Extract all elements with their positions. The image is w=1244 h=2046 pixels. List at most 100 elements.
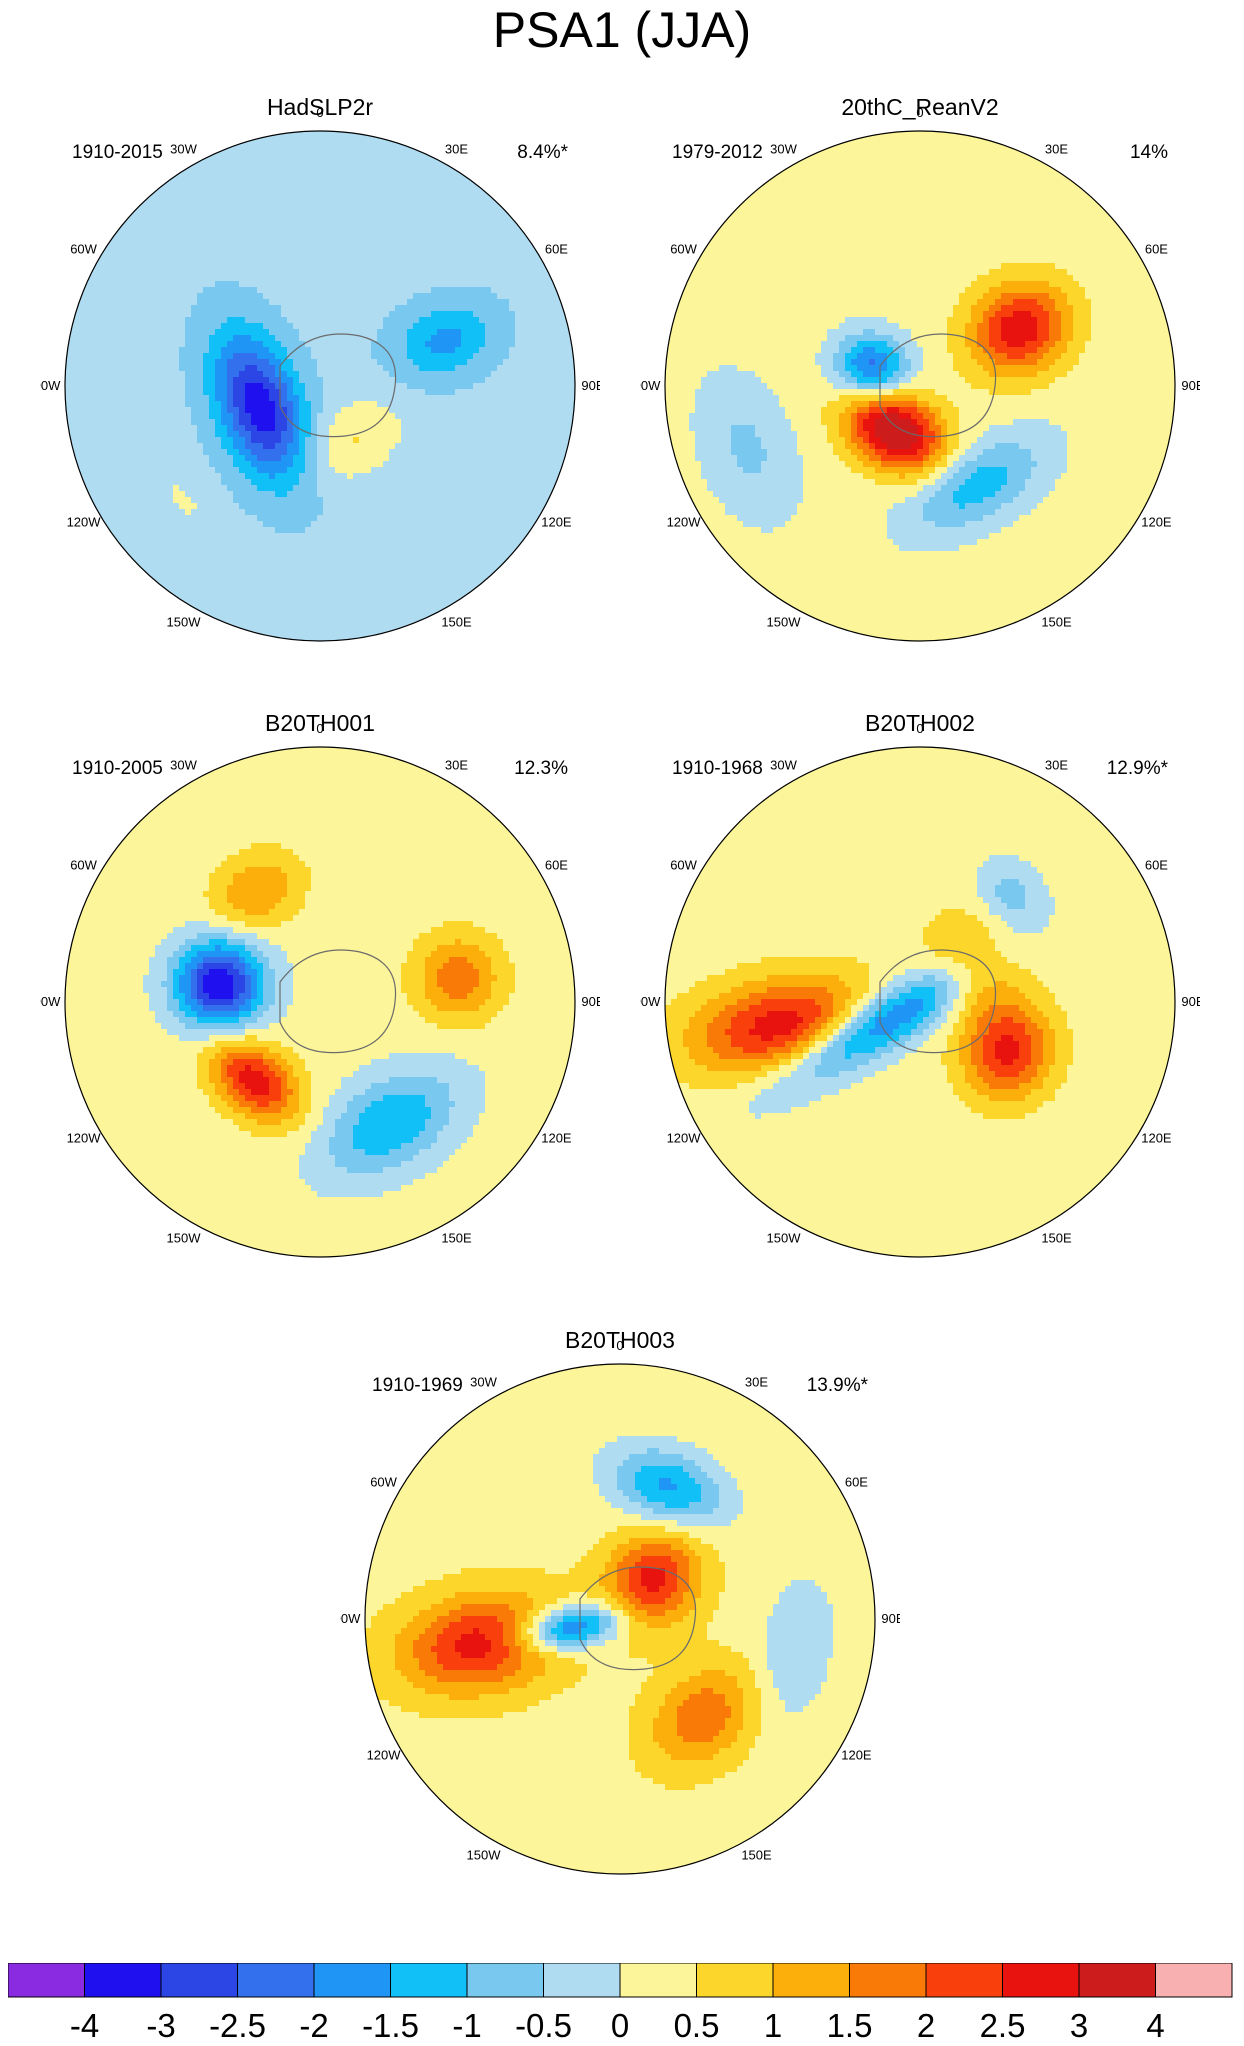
field-cell (299, 419, 306, 426)
field-cell (89, 431, 96, 438)
field-cell (227, 221, 234, 228)
field-cell (239, 239, 246, 246)
field-cell (251, 311, 258, 318)
field-cell (179, 203, 186, 210)
field-cell (275, 263, 282, 270)
field-cell (107, 131, 114, 138)
field-cell (203, 353, 210, 360)
field-cell (491, 293, 498, 300)
field-cell (275, 251, 282, 258)
field-cell (467, 251, 474, 258)
field-cell (203, 473, 210, 480)
field-cell (437, 305, 444, 312)
field-cell (233, 443, 240, 450)
field-cell (221, 365, 228, 372)
field-cell (77, 461, 84, 468)
field-cell (197, 311, 204, 318)
field-cell (143, 359, 150, 366)
field-cell (473, 401, 480, 408)
field-cell (161, 275, 168, 282)
field-cell (563, 443, 570, 450)
field-cell (263, 239, 270, 246)
field-cell (317, 449, 324, 456)
field-cell (107, 419, 114, 426)
field-cell (215, 263, 222, 270)
field-cell (119, 179, 126, 186)
field-cell (503, 467, 510, 474)
field-cell (413, 419, 420, 426)
field-cell (239, 365, 246, 372)
field-cell (503, 389, 510, 396)
field-cell (71, 467, 78, 474)
field-cell (149, 263, 156, 270)
field-cell (341, 203, 348, 210)
field-cell (287, 395, 294, 402)
field-cell (209, 479, 216, 486)
field-cell (545, 197, 552, 204)
field-cell (473, 203, 480, 210)
field-cell (269, 407, 276, 414)
field-cell (497, 143, 504, 150)
field-cell (419, 467, 426, 474)
field-cell (263, 143, 270, 150)
field-cell (185, 269, 192, 276)
field-cell (527, 245, 534, 252)
field-cell (209, 359, 216, 366)
field-cell (455, 203, 462, 210)
field-cell (569, 197, 575, 204)
field-cell (113, 359, 120, 366)
field-cell (125, 173, 132, 180)
field-cell (455, 293, 462, 300)
field-cell (95, 383, 102, 390)
field-cell (413, 335, 420, 342)
field-cell (185, 431, 192, 438)
field-cell (353, 455, 360, 462)
field-cell (71, 269, 78, 276)
field-cell (545, 371, 552, 378)
field-cell (401, 263, 408, 270)
field-cell (329, 143, 336, 150)
field-cell (329, 371, 336, 378)
field-cell (287, 287, 294, 294)
field-cell (83, 347, 90, 354)
field-cell (437, 359, 444, 366)
field-cell (71, 167, 78, 174)
field-cell (305, 167, 312, 174)
field-cell (161, 401, 168, 408)
field-cell (413, 311, 420, 318)
field-cell (215, 221, 222, 228)
field-cell (509, 401, 516, 408)
field-cell (467, 323, 474, 330)
field-cell (539, 329, 546, 336)
field-cell (455, 365, 462, 372)
field-cell (407, 431, 414, 438)
field-cell (137, 413, 144, 420)
field-cell (431, 251, 438, 258)
field-cell (449, 413, 456, 420)
field-cell (521, 323, 528, 330)
field-cell (419, 203, 426, 210)
field-cell (299, 389, 306, 396)
field-cell (503, 281, 510, 288)
field-cell (185, 179, 192, 186)
field-cell (557, 359, 564, 366)
field-cell (323, 401, 330, 408)
field-cell (443, 305, 450, 312)
field-cell (443, 383, 450, 390)
field-cell (413, 461, 420, 468)
field-cell (161, 353, 168, 360)
field-cell (503, 233, 510, 240)
field-cell (209, 413, 216, 420)
field-cell (521, 455, 528, 462)
field-cell (341, 161, 348, 168)
field-cell (335, 215, 342, 222)
field-cell (65, 263, 72, 270)
field-cell (515, 449, 522, 456)
field-cell (125, 299, 132, 306)
field-cell (323, 197, 330, 204)
field-cell (347, 461, 354, 468)
field-cell (461, 275, 468, 282)
field-cell (485, 281, 492, 288)
field-cell (527, 185, 534, 192)
field-cell (263, 305, 270, 312)
